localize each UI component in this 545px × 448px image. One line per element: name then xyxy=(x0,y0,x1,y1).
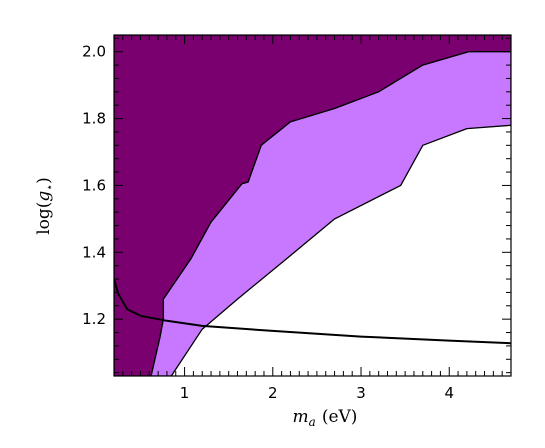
y-axis-label-prefix: log( xyxy=(34,202,54,235)
plot-frame xyxy=(113,34,512,377)
x-axis-label: ma (eV) xyxy=(293,407,358,429)
black-curve xyxy=(114,278,511,345)
y-axis-label-subscript: ⋆ xyxy=(43,184,56,191)
y-tick-label: 1.8 xyxy=(82,110,106,128)
x-tick-label: 2 xyxy=(268,384,278,402)
y-axis-label-main: g xyxy=(34,191,54,202)
y-axis-label: log(g⋆) xyxy=(34,177,56,235)
y-tick-label: 2.0 xyxy=(82,43,106,61)
x-tick-label: 1 xyxy=(180,384,190,402)
y-tick-label: 1.2 xyxy=(82,310,106,328)
axis-layer: 1 2 3 4 1.2 1.4 1.6 1.8 2.0 xyxy=(82,34,512,402)
x-axis-label-unit: (eV) xyxy=(322,407,358,427)
x-axis-label-subscript: a xyxy=(309,415,316,429)
y-axis-label-suffix: ) xyxy=(34,177,54,184)
y-tick-label: 1.4 xyxy=(82,243,106,261)
x-tick-label: 3 xyxy=(356,384,366,402)
y-tick-label: 1.6 xyxy=(82,176,106,194)
x-tick-label: 4 xyxy=(444,384,454,402)
plot-layer xyxy=(114,35,511,376)
x-axis-label-main: m xyxy=(293,407,309,427)
